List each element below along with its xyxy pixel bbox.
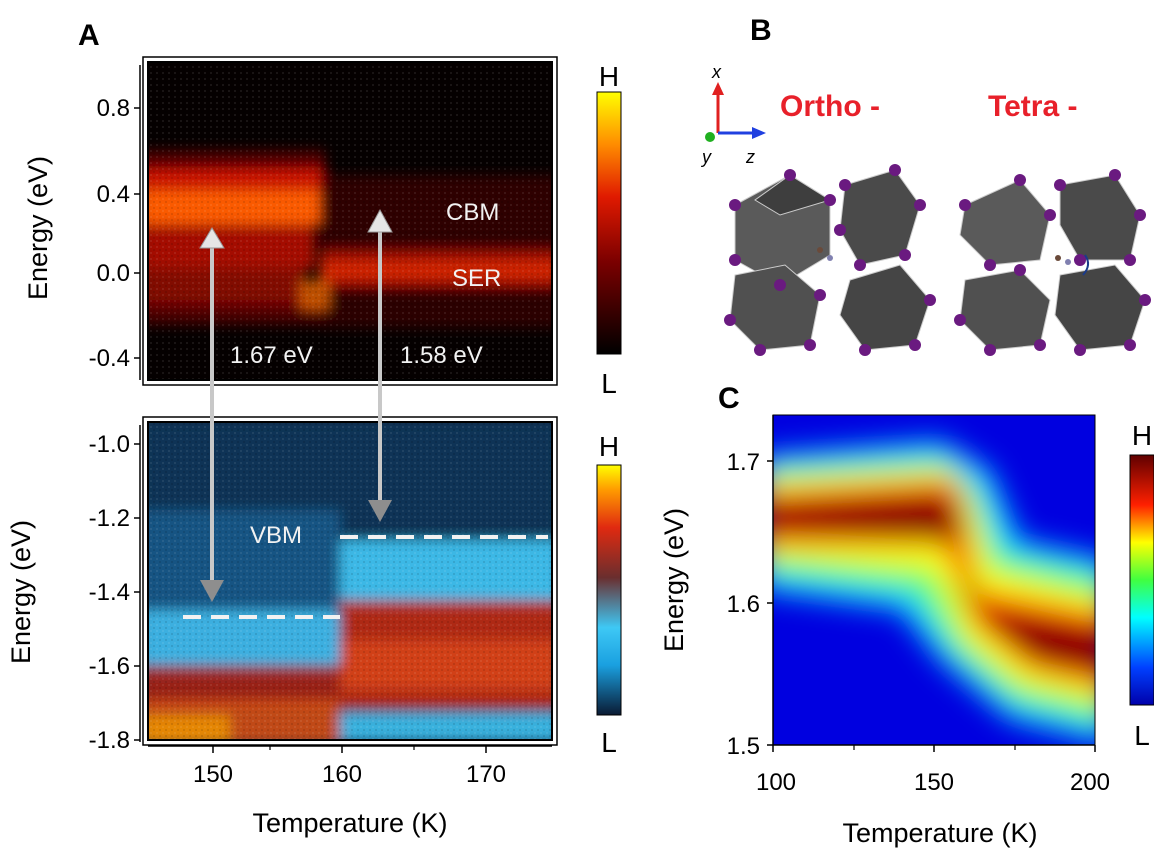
gap-right-label: 1.58 eV <box>400 342 483 369</box>
a-xtick: 170 <box>466 761 506 788</box>
c-ylabel: Energy (eV) <box>659 508 689 652</box>
phase-tetra: Tetra - <box>988 90 1077 123</box>
a-bottom-colorbar: H L <box>596 431 622 758</box>
a-bottom-ytick: -1.6 <box>89 653 130 680</box>
panel-c-xaxis: 100 150 200 Temperature (K) <box>756 744 1110 848</box>
c-xtick: 100 <box>756 769 796 796</box>
ser-label: SER <box>452 265 501 292</box>
panel-a-top-heatmap <box>142 56 558 386</box>
gap-arrow-left <box>199 227 225 602</box>
tetra-structure <box>954 169 1151 356</box>
panel-a-bottom-heatmap <box>142 416 558 746</box>
a-xtick: 160 <box>322 761 362 788</box>
a-top-ytick: 0.4 <box>97 181 130 208</box>
gap-left-label: 1.67 eV <box>230 342 313 369</box>
axis-triad: x y z <box>700 62 766 167</box>
gap-arrow-right <box>367 208 393 522</box>
axis-x-label: x <box>711 62 722 82</box>
axis-y-label: y <box>700 147 712 167</box>
c-xlabel: Temperature (K) <box>842 818 1037 848</box>
cbm-label: CBM <box>446 199 499 226</box>
a-bottom-cbar-high: H <box>599 431 619 462</box>
a-bottom-ytick: -1.8 <box>89 727 130 754</box>
a-bottom-ytick: -1.0 <box>89 431 130 458</box>
a-top-ytick: 0.8 <box>97 95 130 122</box>
a-bottom-ytick: -1.4 <box>89 579 130 606</box>
a-xlabel: Temperature (K) <box>252 808 447 838</box>
phase-ortho: Ortho - <box>780 90 880 123</box>
c-xtick: 200 <box>1070 769 1110 796</box>
a-bottom-ylabel: Energy (eV) <box>6 520 36 664</box>
c-ytick: 1.6 <box>727 591 760 618</box>
c-xtick: 150 <box>914 769 954 796</box>
panel-a-xaxis: 150 160 170 Temperature (K) <box>148 745 552 838</box>
panel-b-label: B <box>750 14 772 47</box>
vbm-label: VBM <box>250 522 302 549</box>
c-ytick: 1.7 <box>727 449 760 476</box>
panel-a-bottom-yaxis: -1.0 -1.2 -1.4 -1.6 -1.8 Energy (eV) <box>6 425 141 754</box>
a-top-ytick: 0.0 <box>97 260 130 287</box>
a-top-ylabel: Energy (eV) <box>23 156 53 300</box>
panel-c-heatmap <box>772 414 1096 746</box>
panel-a-top-yaxis: 0.8 0.4 0.0 -0.4 Energy (eV) <box>23 65 141 380</box>
axis-z-label: z <box>745 147 755 167</box>
c-colorbar: H L <box>1129 420 1154 751</box>
a-top-ytick: -0.4 <box>89 345 130 372</box>
c-cbar-high: H <box>1132 420 1152 451</box>
panel-c-label: C <box>718 382 740 415</box>
c-ytick: 1.5 <box>727 733 760 760</box>
a-top-colorbar: H L <box>596 61 622 399</box>
panel-a-label: A <box>78 19 100 52</box>
ortho-structure <box>724 164 936 356</box>
a-bottom-ytick: -1.2 <box>89 505 130 532</box>
a-xtick: 150 <box>193 761 233 788</box>
a-top-cbar-high: H <box>599 61 619 92</box>
panel-c-yaxis: 1.7 1.6 1.5 Energy (eV) <box>659 415 774 760</box>
c-cbar-low: L <box>1134 720 1150 751</box>
a-bottom-cbar-low: L <box>601 727 617 758</box>
a-top-cbar-low: L <box>601 368 617 399</box>
